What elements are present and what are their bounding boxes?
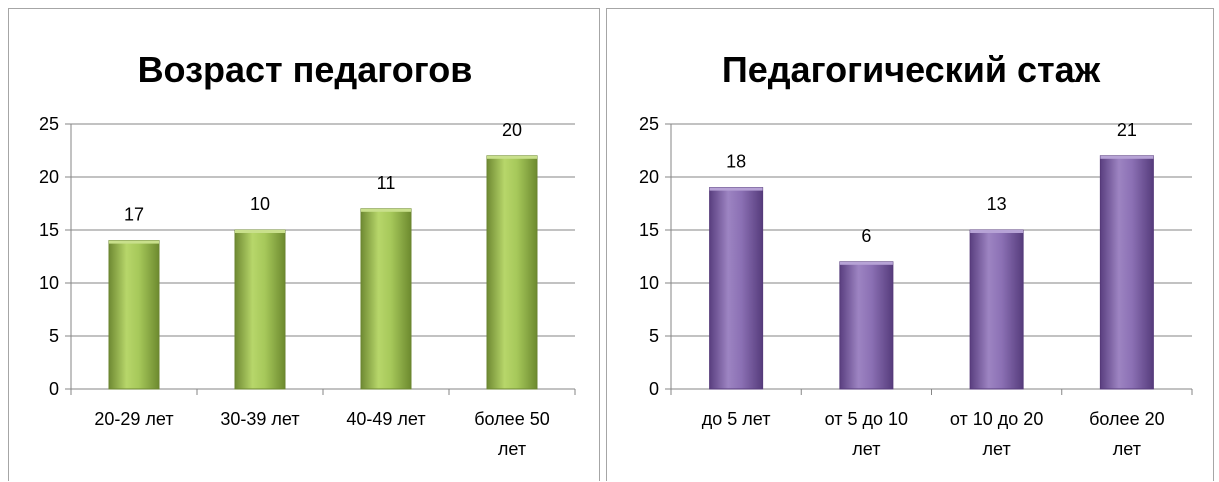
bar: [709, 187, 764, 390]
x-tick-label: 20-29 лет: [94, 409, 173, 429]
bar: [360, 208, 412, 390]
data-label: 21: [1117, 120, 1137, 140]
bar-highlight: [709, 187, 763, 191]
bar: [108, 240, 160, 390]
bar-highlight: [839, 261, 893, 265]
x-tick-label: от 10 до 20 лет: [950, 409, 1043, 459]
experience-chart-svg: Педагогический стаж 0 5 10 15 20 25 18 до 5 лет…: [639, 49, 1193, 459]
bar-highlight: [235, 230, 285, 233]
plot-area: 0 5 10 15 20 25 17 20-29 лет 10 30-39 лет 11 40-49 …: [39, 114, 576, 459]
data-label: 17: [124, 205, 144, 225]
y-tick-label: 5: [49, 326, 59, 346]
x-tick-label: от 5 до 10 лет: [825, 409, 908, 459]
x-tick-label: до 5 лет: [702, 409, 771, 429]
bar-highlight: [109, 240, 159, 244]
age-chart-svg: Возраст педагогов 0 5 10 15 20 25 17 20-29 лет 1…: [39, 49, 576, 459]
bar: [969, 229, 1024, 390]
bar-highlight: [361, 208, 411, 212]
y-tick-label: 15: [639, 220, 659, 240]
chart-title: Возраст педагогов: [138, 49, 473, 90]
chart-panel-age: Возраст педагогов 0 5 10 15 20 25 17 20-29 лет 1…: [8, 8, 600, 481]
bar-highlight: [970, 230, 1024, 233]
bar-highlight: [487, 155, 537, 159]
data-label: 18: [726, 152, 746, 172]
data-label: 6: [861, 226, 871, 246]
bar: [839, 261, 894, 390]
y-tick-label: 25: [639, 114, 659, 134]
y-tick-label: 10: [639, 273, 659, 293]
bar: [486, 155, 538, 390]
x-tick-label: 40-49 лет: [346, 409, 425, 429]
y-tick-label: 20: [639, 167, 659, 187]
y-tick-label: 10: [39, 273, 59, 293]
data-label: 11: [377, 173, 396, 193]
bar: [1099, 155, 1154, 390]
chart-title: Педагогический стаж: [722, 49, 1101, 90]
panel-gap: [600, 8, 606, 481]
bar-highlight: [1100, 155, 1154, 159]
data-label: 10: [250, 194, 270, 214]
x-tick-label: более 50 лет: [474, 409, 549, 459]
y-tick-label: 15: [39, 220, 59, 240]
x-tick-label: более 20 лет: [1089, 409, 1164, 459]
y-tick-label: 0: [49, 379, 59, 399]
y-tick-label: 25: [39, 114, 59, 134]
bar: [234, 229, 286, 390]
chart-panel-experience: Педагогический стаж 0 5 10 15 20 25 18 до 5 лет…: [606, 8, 1214, 481]
x-tick-label: 30-39 лет: [220, 409, 299, 429]
y-tick-label: 5: [649, 326, 659, 346]
data-label: 13: [987, 194, 1007, 214]
y-tick-label: 0: [649, 379, 659, 399]
y-tick-label: 20: [39, 167, 59, 187]
plot-area: 0 5 10 15 20 25 18 до 5 лет 6 от 5 до 10 лет 13 от 1…: [639, 114, 1193, 459]
data-label: 20: [502, 120, 522, 140]
